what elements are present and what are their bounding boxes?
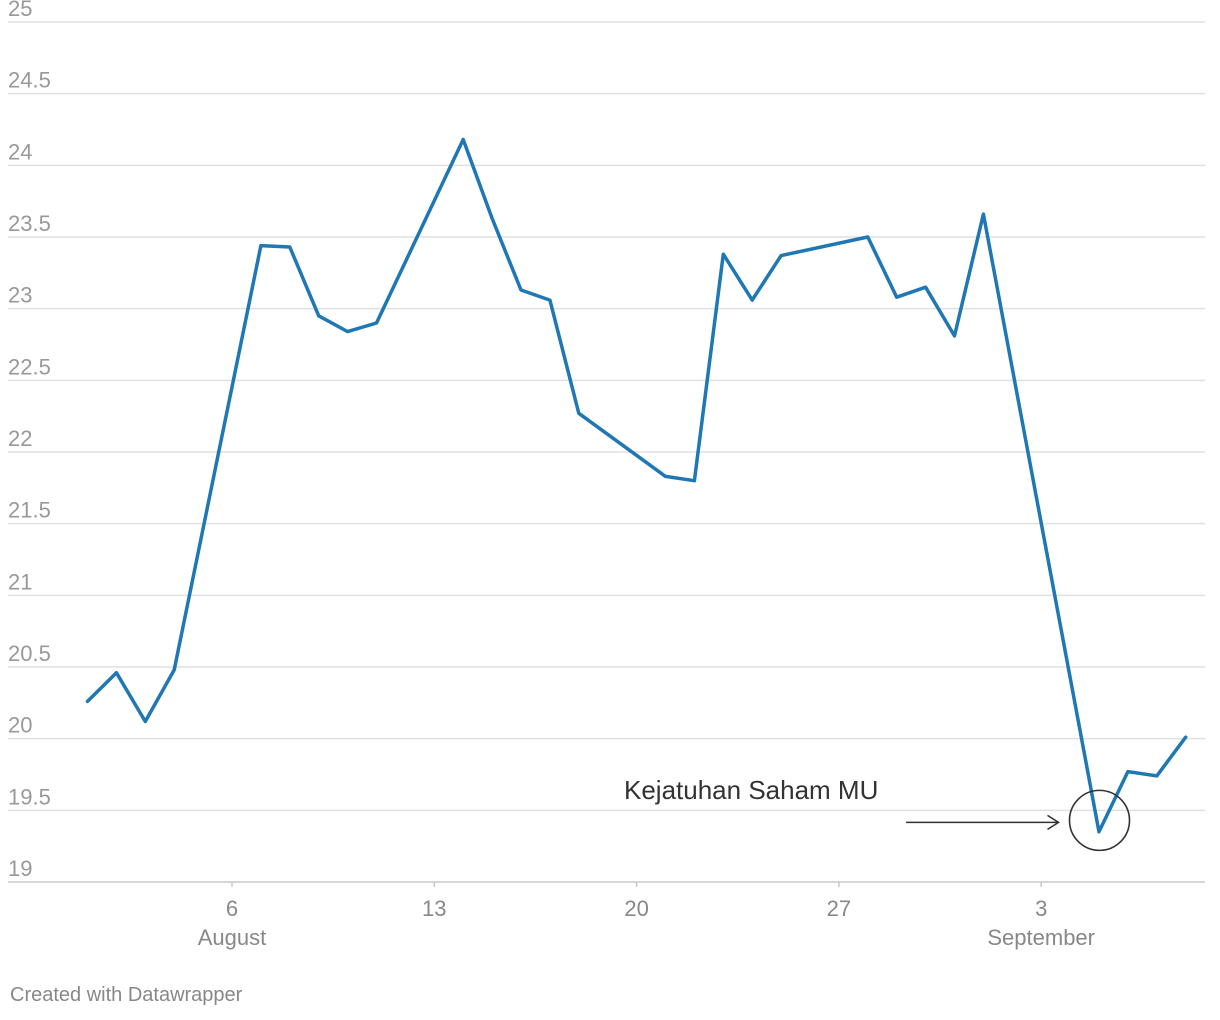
- y-tick-label: 19: [8, 856, 32, 881]
- y-tick-label: 22.5: [8, 354, 51, 379]
- x-tick-label: 6: [226, 896, 238, 921]
- y-tick-label: 20: [8, 713, 32, 738]
- y-tick-label: 19.5: [8, 784, 51, 809]
- y-tick-label: 23: [8, 283, 32, 308]
- series-layer: [85, 137, 1188, 834]
- x-month-label: August: [198, 925, 267, 950]
- x-axis: 6 August 13 20 27 3 September: [198, 882, 1095, 950]
- y-tick-label: 25: [8, 0, 32, 21]
- y-tick-label: 24.5: [8, 68, 51, 93]
- y-tick-label: 21: [8, 569, 32, 594]
- y-tick-label: 21.5: [8, 498, 51, 523]
- y-tick-label: 24: [8, 139, 32, 164]
- y-tick-label: 23.5: [8, 211, 51, 236]
- annotation-label: Kejatuhan Saham MU: [624, 775, 878, 805]
- x-tick-label: 20: [624, 896, 648, 921]
- x-month-label: September: [987, 925, 1095, 950]
- annotation-circle: [1068, 789, 1131, 852]
- y-axis: 25 24.5 24 23.5 23 22.5 22 21.5 21 20.5 20 19.5 19: [8, 0, 51, 881]
- credit-text: Created with Datawrapper: [10, 984, 243, 1006]
- series-line: [85, 137, 1188, 834]
- x-tick-label: 3: [1035, 896, 1047, 921]
- x-tick-label: 27: [827, 896, 851, 921]
- annotation: Kejatuhan Saham MU: [624, 775, 1131, 852]
- gridlines: [8, 21, 1205, 883]
- y-tick-label: 22: [8, 426, 32, 451]
- x-tick-label: 13: [422, 896, 446, 921]
- line-chart: 25 24.5 24 23.5 23 22.5 22 21.5 21 20.5 20 19.5 19 6…: [8, 0, 1205, 950]
- annotation-arrowhead: [1047, 814, 1060, 831]
- y-tick-label: 20.5: [8, 641, 51, 666]
